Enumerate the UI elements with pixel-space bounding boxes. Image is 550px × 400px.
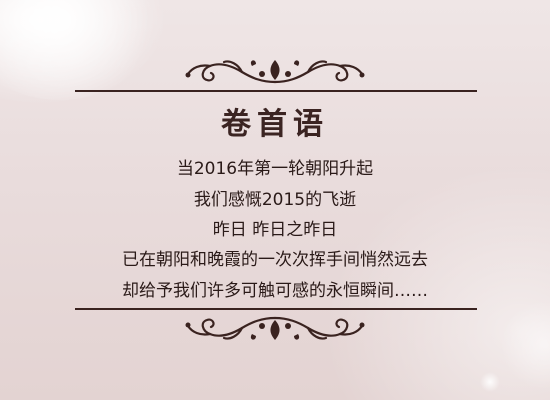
bottom-scroll-ornament <box>185 316 365 340</box>
top-divider <box>75 90 477 92</box>
page-title: 卷首语 <box>221 107 329 142</box>
light-flare <box>500 300 550 390</box>
light-flare <box>480 372 500 392</box>
text-line: 当2016年第一轮朝阳升起 <box>176 159 374 179</box>
text-line: 已在朝阳和晚霞的一次次挥手间悄然远去 <box>122 250 428 270</box>
text-line: 昨日 昨日之昨日 <box>212 220 338 240</box>
text-line: 却给予我们许多可触可感的永恒瞬间…… <box>122 281 428 301</box>
light-flare <box>0 0 160 100</box>
text-line: 我们感慨2015的飞逝 <box>193 190 357 210</box>
top-scroll-ornament <box>185 60 365 84</box>
bottom-divider <box>75 308 477 310</box>
